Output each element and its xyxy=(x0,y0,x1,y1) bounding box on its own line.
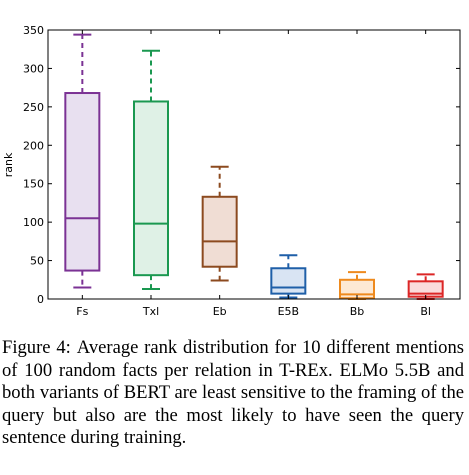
caption-text: Average rank distribution for 10 differe… xyxy=(2,337,464,449)
y-tick-label: 0 xyxy=(37,293,44,306)
y-tick-label: 150 xyxy=(23,178,44,191)
x-tick-label: Txl xyxy=(142,305,159,318)
y-tick-label: 300 xyxy=(23,62,44,75)
box-plot-figure: 0 50 100 150 200 250 300 350 Fs Txl Eb E5B Bb Bl rank xyxy=(2,24,461,318)
box-e5b xyxy=(270,254,307,299)
x-tick-label: Eb xyxy=(213,305,227,318)
x-tick-label: Bl xyxy=(420,305,431,318)
box-bl xyxy=(407,273,444,300)
axes: 0 50 100 150 200 250 300 350 Fs Txl Eb E5B Bb Bl xyxy=(23,24,461,318)
figure-caption: Figure 4: Average rank distribution for 1… xyxy=(2,337,464,450)
iqr-box xyxy=(133,100,169,277)
y-tick-label: 250 xyxy=(23,101,44,114)
box-txl xyxy=(133,49,169,291)
y-tick-label: 50 xyxy=(30,255,44,268)
plot-frame xyxy=(47,29,461,300)
y-tick-label: 350 xyxy=(23,24,44,37)
plot-area xyxy=(64,33,444,300)
x-tick-label: E5B xyxy=(278,305,300,318)
y-tick-label: 200 xyxy=(23,139,44,152)
x-tick-label: Fs xyxy=(76,305,88,318)
box-fs xyxy=(64,33,101,289)
y-axis-label: rank xyxy=(2,152,15,177)
y-tick-label: 100 xyxy=(23,216,44,229)
iqr-box xyxy=(270,267,307,295)
caption-prefix: Figure 4: xyxy=(2,337,71,358)
iqr-box xyxy=(64,92,101,272)
x-tick-label: Bb xyxy=(350,305,365,318)
iqr-box xyxy=(201,195,238,268)
box-eb xyxy=(201,165,238,282)
box-bb xyxy=(339,271,375,300)
